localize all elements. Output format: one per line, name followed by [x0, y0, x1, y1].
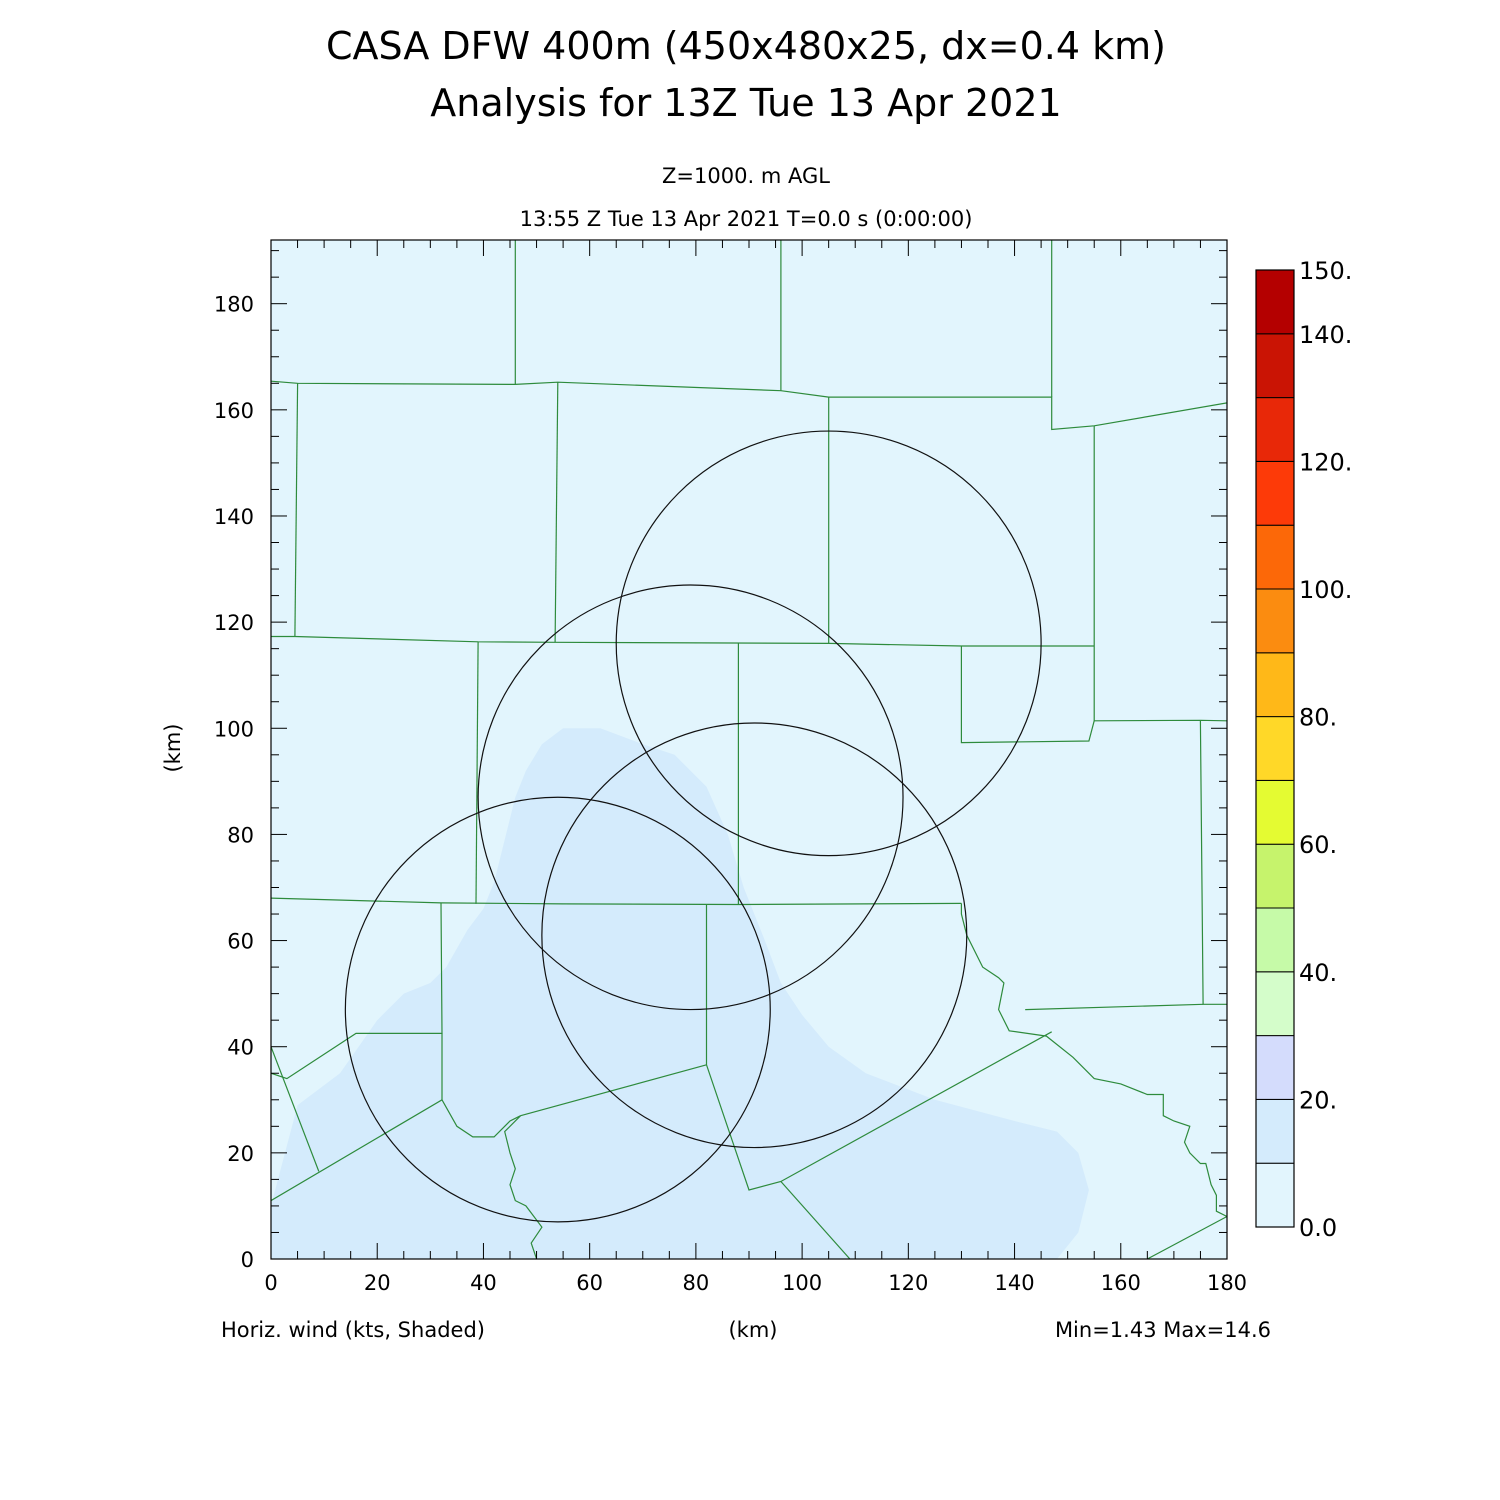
x-tick-label: 20: [364, 1271, 391, 1295]
radar-range-ring: [541, 722, 968, 1149]
colorbar-label: 0.0: [1299, 1214, 1337, 1242]
colorbar-swatch: [1255, 588, 1295, 654]
county-boundary: [271, 1046, 320, 1172]
county-boundary: [271, 380, 1227, 431]
y-tick-label: 60: [227, 930, 254, 954]
colorbar-swatch: [1255, 843, 1295, 909]
wind-region-10-20: [271, 728, 1089, 1259]
colorbar-swatch: [1255, 907, 1295, 973]
y-tick-label: 20: [227, 1142, 254, 1166]
colorbar-label: 20.: [1299, 1086, 1337, 1114]
y-tick-label: 120: [214, 611, 254, 635]
colorbar-swatch: [1255, 1162, 1295, 1228]
colorbar-swatch: [1255, 716, 1295, 781]
chart-subtitle: Analysis for 13Z Tue 13 Apr 2021: [430, 81, 1061, 125]
x-tick-label: 60: [576, 1271, 603, 1295]
colorbar-label: 120.: [1299, 448, 1352, 476]
x-tick-label: 80: [683, 1271, 710, 1295]
county-boundary: [960, 903, 1227, 1218]
county-boundary: [475, 641, 479, 904]
colorbar: 0.0 20. 40. 60. 80. 100. 120. 140. 150.: [1255, 257, 1352, 1242]
colorbar-label: 40.: [1299, 959, 1337, 987]
y-tick-label: 80: [227, 823, 254, 847]
colorbar-frame: [1255, 269, 1295, 1228]
colorbar-label: 100.: [1299, 576, 1352, 604]
x-tick-label: 120: [888, 1271, 928, 1295]
y-tick-label: 40: [227, 1036, 254, 1060]
plot-area: [271, 240, 1227, 1259]
level-label: Z=1000. m AGL: [662, 164, 830, 188]
x-tick-label: 160: [1101, 1271, 1141, 1295]
y-tick-label: 140: [214, 505, 254, 529]
colorbar-label: 150.: [1299, 257, 1352, 285]
colorbar-swatch: [1255, 779, 1295, 845]
county-boundary: [554, 382, 559, 643]
county-boundary: [780, 1181, 851, 1259]
county-boundary: [271, 897, 962, 906]
county-boundary: [294, 383, 299, 637]
colorbar-swatch: [1255, 1098, 1295, 1164]
x-tick-label: 180: [1207, 1271, 1247, 1295]
x-axis-label: (km): [728, 1318, 777, 1342]
y-tick-label: 0: [241, 1248, 254, 1272]
county-boundary: [1147, 1215, 1227, 1259]
y-tick-label: 100: [214, 717, 254, 741]
colorbar-swatch: [1255, 524, 1295, 590]
colorbar-label: 140.: [1299, 321, 1352, 349]
colorbar-swatch: [1255, 460, 1295, 526]
x-tick-label: 40: [470, 1271, 497, 1295]
min-max-label: Min=1.43 Max=14.6: [1055, 1318, 1271, 1342]
county-boundary: [960, 646, 1095, 744]
county-boundary: [271, 902, 443, 1080]
county-boundary: [1093, 646, 1227, 722]
county-boundary: [1025, 1003, 1204, 1011]
x-tick-label: 100: [782, 1271, 822, 1295]
y-tick-label: 180: [214, 293, 254, 317]
county-boundary: [705, 904, 1052, 1191]
field-label: Horiz. wind (kts, Shaded): [221, 1318, 485, 1342]
radar-range-ring: [615, 430, 1042, 857]
chart-title: CASA DFW 400m (450x480x25, dx=0.4 km): [326, 24, 1166, 68]
county-boundary: [504, 1115, 543, 1259]
colorbar-swatch: [1255, 397, 1295, 462]
county-boundary: [520, 1064, 707, 1117]
colorbar-label: 80.: [1299, 704, 1337, 732]
x-tick-label: 0: [264, 1271, 277, 1295]
y-tick-label: 160: [214, 399, 254, 423]
county-boundary: [271, 1098, 521, 1202]
axes: 0 20 40 60 80 100 120 140 160 180 0 20 40 60 80 100 120 1…: [214, 239, 1247, 1295]
colorbar-swatch: [1255, 971, 1295, 1037]
colorbar-swatch: [1255, 652, 1295, 718]
colorbar-label: 60.: [1299, 831, 1337, 859]
colorbar-swatch: [1255, 1035, 1295, 1100]
x-tick-label: 140: [995, 1271, 1035, 1295]
colorbar-swatch: [1255, 269, 1295, 335]
radar-range-ring: [344, 796, 771, 1223]
y-axis-label: (km): [161, 723, 185, 772]
time-label: 13:55 Z Tue 13 Apr 2021 T=0.0 s (0:00:00…: [520, 207, 973, 231]
radar-range-ring: [477, 584, 904, 1011]
colorbar-swatch: [1255, 333, 1295, 399]
